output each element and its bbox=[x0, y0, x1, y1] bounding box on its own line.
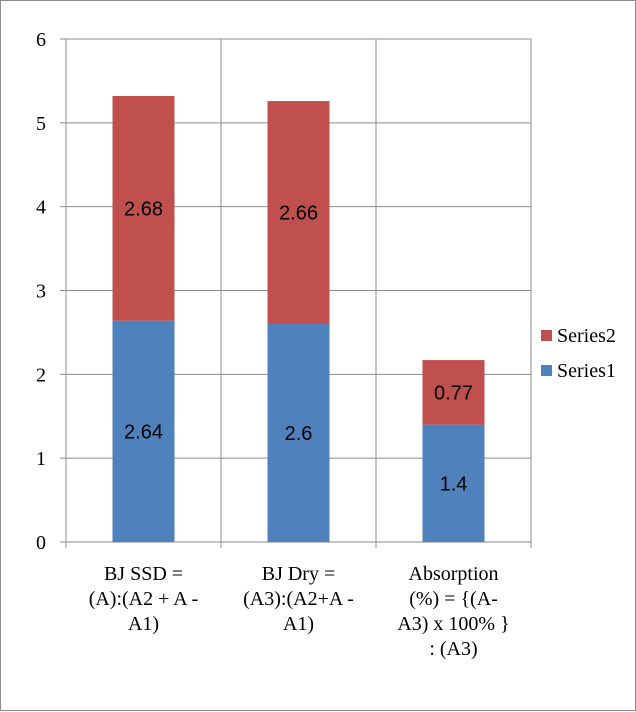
label-layer: 0 1 2 3 4 5 6 2.64 2.68 BJ SSD = (A):(A2 + A - A1) 2… bbox=[36, 29, 510, 660]
category-label: A3) x 100% } bbox=[397, 613, 509, 635]
y-tick-label: 0 bbox=[36, 532, 46, 554]
category-label: A1) bbox=[128, 613, 159, 635]
bar-series1-0 bbox=[112, 320, 175, 542]
bar-series2-1 bbox=[267, 101, 330, 325]
category-label: (A3):(A2+A - bbox=[243, 588, 354, 610]
y-tick-label: 2 bbox=[36, 364, 46, 386]
y-tick-label: 3 bbox=[36, 281, 46, 303]
y-tick-label: 5 bbox=[36, 113, 46, 135]
y-tick-label: 1 bbox=[36, 448, 46, 470]
category-label: BJ SSD = bbox=[104, 563, 183, 585]
category-label: BJ Dry = bbox=[262, 563, 336, 585]
category-label: A1) bbox=[283, 613, 314, 635]
legend-swatch-series1 bbox=[541, 365, 552, 376]
category-label: : (A3) bbox=[429, 638, 477, 660]
bar-series2-0 bbox=[112, 96, 175, 321]
data-label: 2.66 bbox=[279, 203, 318, 225]
data-label: 1.4 bbox=[440, 473, 468, 495]
category-label: (%) = {(A- bbox=[409, 588, 498, 610]
data-label: 2.6 bbox=[285, 423, 313, 445]
bar-series1-2 bbox=[422, 424, 485, 542]
category-label: Absorption bbox=[409, 563, 499, 585]
data-label: 2.68 bbox=[124, 198, 163, 220]
data-label: 0.77 bbox=[434, 382, 473, 404]
data-label: 2.64 bbox=[124, 421, 163, 443]
category-label: (A):(A2 + A - bbox=[89, 588, 199, 610]
bar-series1-1 bbox=[267, 324, 330, 542]
bar-series2-2 bbox=[422, 360, 485, 425]
legend-entry-label: Series2 bbox=[557, 325, 616, 347]
legend: Series2 Series1 bbox=[541, 325, 616, 382]
legend-entry-label: Series1 bbox=[557, 360, 616, 382]
y-tick-label: 4 bbox=[36, 197, 46, 219]
bar-layer bbox=[112, 96, 485, 542]
legend-swatch-series2 bbox=[541, 330, 552, 341]
y-tick-label: 6 bbox=[36, 29, 46, 51]
